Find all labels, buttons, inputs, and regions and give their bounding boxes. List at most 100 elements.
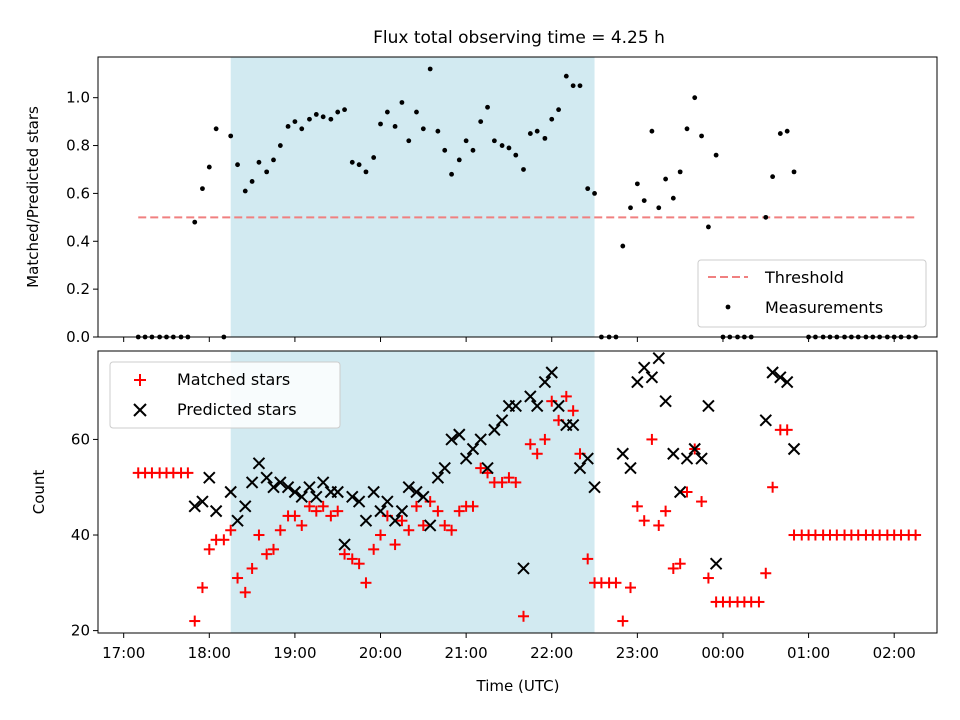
predicted-star-point — [316, 476, 330, 489]
measurement-point — [521, 167, 526, 172]
predicted-star-point — [488, 423, 501, 437]
legend-threshold-label: Threshold — [764, 268, 844, 287]
x-tick-label: 18:00 — [188, 644, 231, 662]
chart-title: Flux total observing time = 4.25 h — [373, 28, 665, 48]
predicted-star-point — [495, 414, 509, 427]
matched-star-point — [218, 534, 230, 546]
count-panel-frame — [97, 350, 938, 634]
ratio-x-ticks — [123, 337, 895, 342]
matched-star-point — [289, 510, 301, 522]
x-tick-label: 20:00 — [359, 644, 402, 662]
measurement-point — [713, 152, 719, 158]
predicted-star-point — [759, 414, 772, 427]
matched-star-point — [496, 476, 508, 488]
measurement-point — [628, 205, 633, 211]
predicted-star-point — [637, 361, 651, 374]
matched-star-point — [681, 486, 693, 498]
measurement-point — [585, 186, 591, 192]
predicted-star-point — [188, 500, 201, 513]
matched-star-point — [781, 424, 793, 436]
matched-star-point — [638, 515, 650, 527]
y-tick-label: 0.4 — [66, 232, 90, 250]
predicted-star-point — [239, 500, 252, 513]
measurement-point — [435, 128, 441, 134]
predicted-star-point — [517, 562, 530, 575]
predicted-star-point — [274, 476, 287, 489]
x-tick-label: 19:00 — [273, 644, 316, 662]
predicted-star-point — [566, 418, 580, 432]
measurement-point — [277, 143, 283, 148]
matched-star-point — [310, 505, 322, 517]
count-panel: 20 40 60 17:00 18:00 19:00 20:00 21:00 22:00 23:… — [30, 350, 938, 695]
measurement-point — [706, 224, 711, 230]
matched-star-point — [631, 500, 643, 512]
measurement-point — [264, 169, 270, 175]
matched-star-point — [524, 438, 536, 450]
matched-star-point — [439, 519, 451, 531]
matched-star-point — [317, 500, 329, 512]
y-tick-label: 0.2 — [66, 280, 90, 298]
x-tick-label: 23:00 — [616, 644, 659, 662]
measurement-point — [271, 157, 276, 163]
matched-star-point — [560, 390, 572, 402]
predicted-star-point — [695, 452, 708, 465]
measurement-point — [442, 147, 448, 153]
matched-star-point — [410, 500, 422, 512]
measurement-point — [414, 109, 419, 115]
measurement-point — [335, 109, 341, 115]
observing-window-shade — [230, 57, 595, 337]
x-tick-label: 00:00 — [701, 644, 744, 662]
measurement-point — [641, 198, 647, 203]
ratio-y-axis: 0.0 0.2 0.4 0.6 0.8 1.0 — [66, 89, 98, 346]
measurement-point — [570, 83, 576, 89]
matched-star-point — [660, 505, 672, 517]
measurement-point — [235, 162, 240, 168]
measurement-point — [777, 131, 783, 136]
matched-star-point — [246, 562, 258, 574]
predicted-star-point — [410, 485, 423, 499]
measurement-point — [320, 114, 326, 120]
matched-star-point — [203, 543, 215, 555]
legend-measurement-swatch — [725, 304, 731, 310]
measurement-point — [563, 73, 569, 79]
predicted-star-point — [445, 433, 458, 446]
matched-star-point — [667, 562, 679, 574]
measurement-point — [485, 104, 490, 110]
measurement-point — [349, 159, 355, 165]
y-tick-label: 20 — [71, 622, 90, 640]
ratio-panel-frame — [97, 56, 938, 338]
matched-star-point — [389, 539, 401, 551]
predicted-star-points — [188, 351, 801, 575]
measurement-point — [499, 143, 505, 148]
predicted-star-point — [331, 485, 344, 499]
matched-star-point — [346, 553, 358, 565]
measurement-point — [392, 124, 398, 129]
matched-star-point — [567, 405, 579, 417]
legend-predicted-swatch — [133, 403, 147, 417]
matched-star-point — [760, 567, 772, 579]
legend-measurement-label: Measurements — [765, 298, 883, 317]
matched-star-point — [253, 529, 265, 541]
measurement-point — [649, 128, 655, 134]
legend-matched-label: Matched stars — [177, 370, 290, 389]
matched-star-point — [503, 472, 515, 484]
predicted-star-point — [624, 461, 637, 475]
predicted-star-point — [459, 452, 473, 465]
predicted-star-point — [402, 481, 415, 494]
predicted-star-point — [631, 375, 644, 389]
y-tick-label: 0.8 — [66, 137, 90, 155]
measurement-point — [292, 119, 298, 125]
measurement-point — [784, 128, 790, 134]
measurement-point — [307, 116, 312, 122]
matched-star-point — [702, 572, 714, 584]
predicted-star-point — [352, 495, 366, 508]
measurement-point — [206, 164, 212, 170]
predicted-star-point — [702, 399, 715, 413]
predicted-star-point — [688, 442, 701, 456]
matched-star-points — [132, 390, 922, 627]
predicted-star-point — [787, 442, 801, 456]
predicted-star-point — [431, 471, 445, 484]
matched-star-point — [403, 524, 415, 536]
predicted-star-point — [766, 366, 779, 379]
x-tick-label: 17:00 — [102, 644, 145, 662]
